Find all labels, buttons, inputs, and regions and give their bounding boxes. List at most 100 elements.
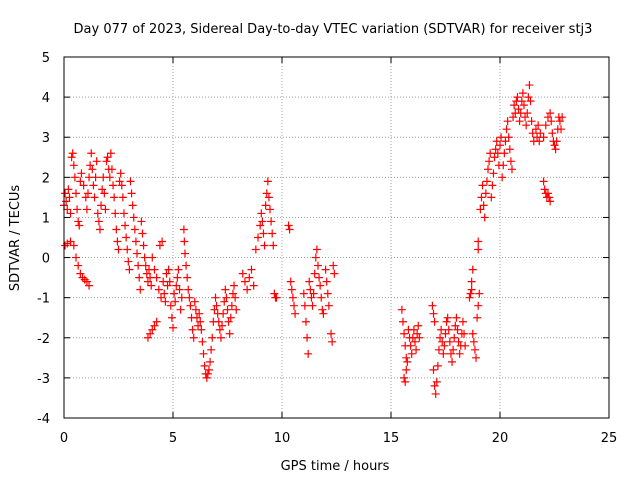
data-point [552, 137, 561, 146]
data-point [167, 313, 176, 322]
data-point [133, 249, 142, 258]
data-point [61, 189, 70, 198]
data-point [287, 285, 296, 294]
data-point [208, 333, 217, 342]
data-point [288, 293, 297, 302]
data-point [401, 377, 410, 386]
data-point [311, 253, 320, 262]
data-point [185, 293, 194, 302]
data-point [436, 333, 445, 342]
data-point [87, 149, 96, 158]
data-point [262, 189, 271, 198]
data-point [467, 285, 476, 294]
data-point [415, 333, 424, 342]
data-point [173, 273, 182, 282]
axis-ticks [63, 56, 610, 419]
data-point [304, 349, 313, 358]
data-point [468, 265, 477, 274]
data-point [210, 305, 219, 314]
y-tick-label: 4 [42, 91, 50, 106]
data-point [303, 333, 312, 342]
data-point [492, 137, 501, 146]
data-point [128, 201, 137, 210]
data-point [269, 241, 278, 250]
data-point [196, 317, 205, 326]
data-point [66, 209, 75, 218]
data-point [315, 273, 324, 282]
data-point [539, 177, 548, 186]
data-point [152, 317, 161, 326]
data-point [441, 329, 450, 338]
data-point [285, 225, 294, 234]
data-point [546, 109, 555, 118]
data-point [147, 281, 156, 290]
data-point [523, 109, 532, 118]
y-tick-label: -1 [37, 292, 50, 307]
data-point [503, 117, 512, 126]
data-point [540, 185, 549, 194]
data-point [188, 325, 197, 334]
data-point [73, 205, 82, 214]
data-point [140, 253, 149, 262]
data-point [220, 297, 229, 306]
data-point [259, 229, 268, 238]
data-point [157, 293, 166, 302]
data-point [498, 173, 507, 182]
data-point [190, 297, 199, 306]
data-point [474, 301, 483, 310]
data-point [240, 277, 249, 286]
data-point [550, 141, 559, 150]
y-tick-label: -2 [37, 332, 50, 347]
data-point [491, 145, 500, 154]
data-point [528, 129, 537, 138]
data-point [134, 261, 143, 270]
data-point [71, 253, 80, 262]
data-point [232, 305, 241, 314]
data-point [69, 161, 78, 170]
data-point [476, 205, 485, 214]
data-point [499, 161, 508, 170]
data-point [509, 113, 518, 122]
data-point [230, 281, 239, 290]
data-point [206, 357, 215, 366]
data-point [63, 205, 72, 214]
y-tick-label: 2 [42, 171, 50, 186]
data-point [175, 285, 184, 294]
data-point [164, 265, 173, 274]
data-point [198, 337, 207, 346]
data-point [76, 269, 85, 278]
data-points [60, 81, 567, 398]
data-point [90, 193, 99, 202]
data-point [169, 323, 177, 332]
data-point [300, 301, 309, 310]
data-point [486, 149, 495, 158]
data-point [434, 345, 443, 354]
data-point [192, 313, 201, 322]
data-point [546, 197, 555, 206]
data-point [266, 205, 275, 214]
data-point [286, 277, 295, 286]
data-point [455, 349, 464, 358]
data-point [79, 181, 88, 190]
data-point [118, 193, 127, 202]
data-point [327, 329, 336, 338]
data-point [94, 217, 103, 226]
data-point [91, 173, 100, 182]
data-point [67, 153, 76, 162]
data-point [526, 97, 535, 106]
data-point [160, 289, 169, 298]
data-point [536, 129, 545, 138]
data-point [433, 361, 442, 370]
data-point [129, 213, 138, 222]
y-tick-label: -4 [37, 412, 50, 427]
data-point [443, 313, 452, 322]
data-point [474, 237, 483, 246]
y-tick-label: 1 [42, 211, 50, 226]
data-point [525, 81, 534, 90]
data-point [154, 285, 163, 294]
data-point [180, 249, 189, 258]
data-point [260, 241, 269, 250]
data-point [124, 257, 133, 266]
x-tick-label: 0 [60, 431, 68, 446]
data-point [519, 101, 528, 110]
